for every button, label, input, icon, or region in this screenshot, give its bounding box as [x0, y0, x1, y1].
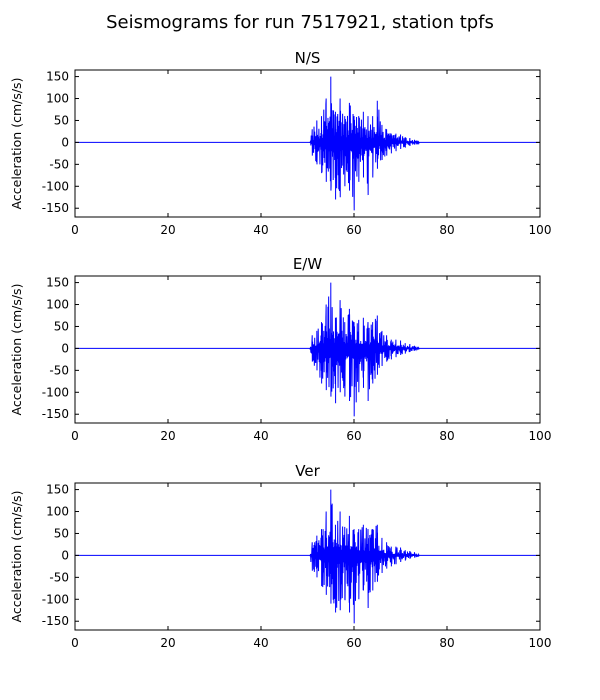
x-tick-label-ver: 80 — [439, 636, 454, 650]
y-tick-label-ew: 150 — [46, 276, 69, 290]
y-tick-label-ns: -50 — [49, 157, 69, 171]
x-tick-label-ew: 20 — [160, 429, 175, 443]
series-line-ns — [75, 76, 540, 211]
x-tick-label-ns: 60 — [346, 223, 361, 237]
panel-title-ns: N/S — [295, 49, 321, 67]
y-tick-label-ew: 50 — [54, 319, 69, 333]
y-tick-label-ns: -100 — [42, 179, 69, 193]
x-tick-label-ns: 80 — [439, 223, 454, 237]
x-tick-label-ns: 40 — [253, 223, 268, 237]
series-line-ver — [75, 489, 540, 624]
figure-title: Seismograms for run 7517921, station tpf… — [106, 12, 494, 33]
x-tick-label-ew: 0 — [71, 429, 79, 443]
series-line-ew — [75, 282, 540, 417]
panel-title-ver: Ver — [295, 462, 320, 480]
y-tick-label-ew: -150 — [42, 407, 69, 421]
x-tick-label-ver: 60 — [346, 636, 361, 650]
y-tick-label-ns: 50 — [54, 113, 69, 127]
x-tick-label-ew: 40 — [253, 429, 268, 443]
y-tick-label-ver: -50 — [49, 570, 69, 584]
x-tick-label-ns: 0 — [71, 223, 79, 237]
x-tick-label-ew: 100 — [529, 429, 552, 443]
x-tick-label-ew: 60 — [346, 429, 361, 443]
x-tick-label-ver: 0 — [71, 636, 79, 650]
y-tick-label-ns: 100 — [46, 92, 69, 106]
y-tick-label-ver: 50 — [54, 526, 69, 540]
y-tick-label-ver: 100 — [46, 505, 69, 519]
y-tick-label-ew: -100 — [42, 385, 69, 399]
x-tick-label-ver: 20 — [160, 636, 175, 650]
y-tick-label-ns: 0 — [61, 135, 69, 149]
y-tick-label-ew: -50 — [49, 363, 69, 377]
panel-ns: N/S Acceleration (cm/s/s) 0 20 40 60 80 100 -150… — [9, 49, 551, 237]
y-tick-label-ew: 100 — [46, 298, 69, 312]
panel-title-ew: E/W — [293, 255, 323, 273]
y-tick-label-ns: 150 — [46, 70, 69, 84]
x-tick-label-ver: 40 — [253, 636, 268, 650]
x-tick-label-ver: 100 — [529, 636, 552, 650]
plot-frame-ver — [74, 482, 541, 631]
x-tick-label-ns: 100 — [529, 223, 552, 237]
y-tick-label-ew: 0 — [61, 341, 69, 355]
y-tick-label-ns: -150 — [42, 201, 69, 215]
panel-ew: E/W Acceleration (cm/s/s) 0 20 40 60 80 100 -150… — [9, 255, 551, 443]
panel-ver: Ver Acceleration (cm/s/s) 0 20 40 60 80 100 -150… — [9, 462, 551, 650]
plot-frame-ns — [74, 69, 541, 218]
x-tick-label-ew: 80 — [439, 429, 454, 443]
y-tick-label-ver: 0 — [61, 548, 69, 562]
y-axis-label-ver: Acceleration (cm/s/s) — [9, 491, 24, 623]
y-tick-label-ver: -100 — [42, 592, 69, 606]
x-tick-label-ns: 20 — [160, 223, 175, 237]
y-axis-label-ns: Acceleration (cm/s/s) — [9, 78, 24, 210]
plot-frame-ew — [74, 275, 541, 424]
y-tick-label-ver: 150 — [46, 483, 69, 497]
y-tick-label-ver: -150 — [42, 614, 69, 628]
y-axis-label-ew: Acceleration (cm/s/s) — [9, 284, 24, 416]
